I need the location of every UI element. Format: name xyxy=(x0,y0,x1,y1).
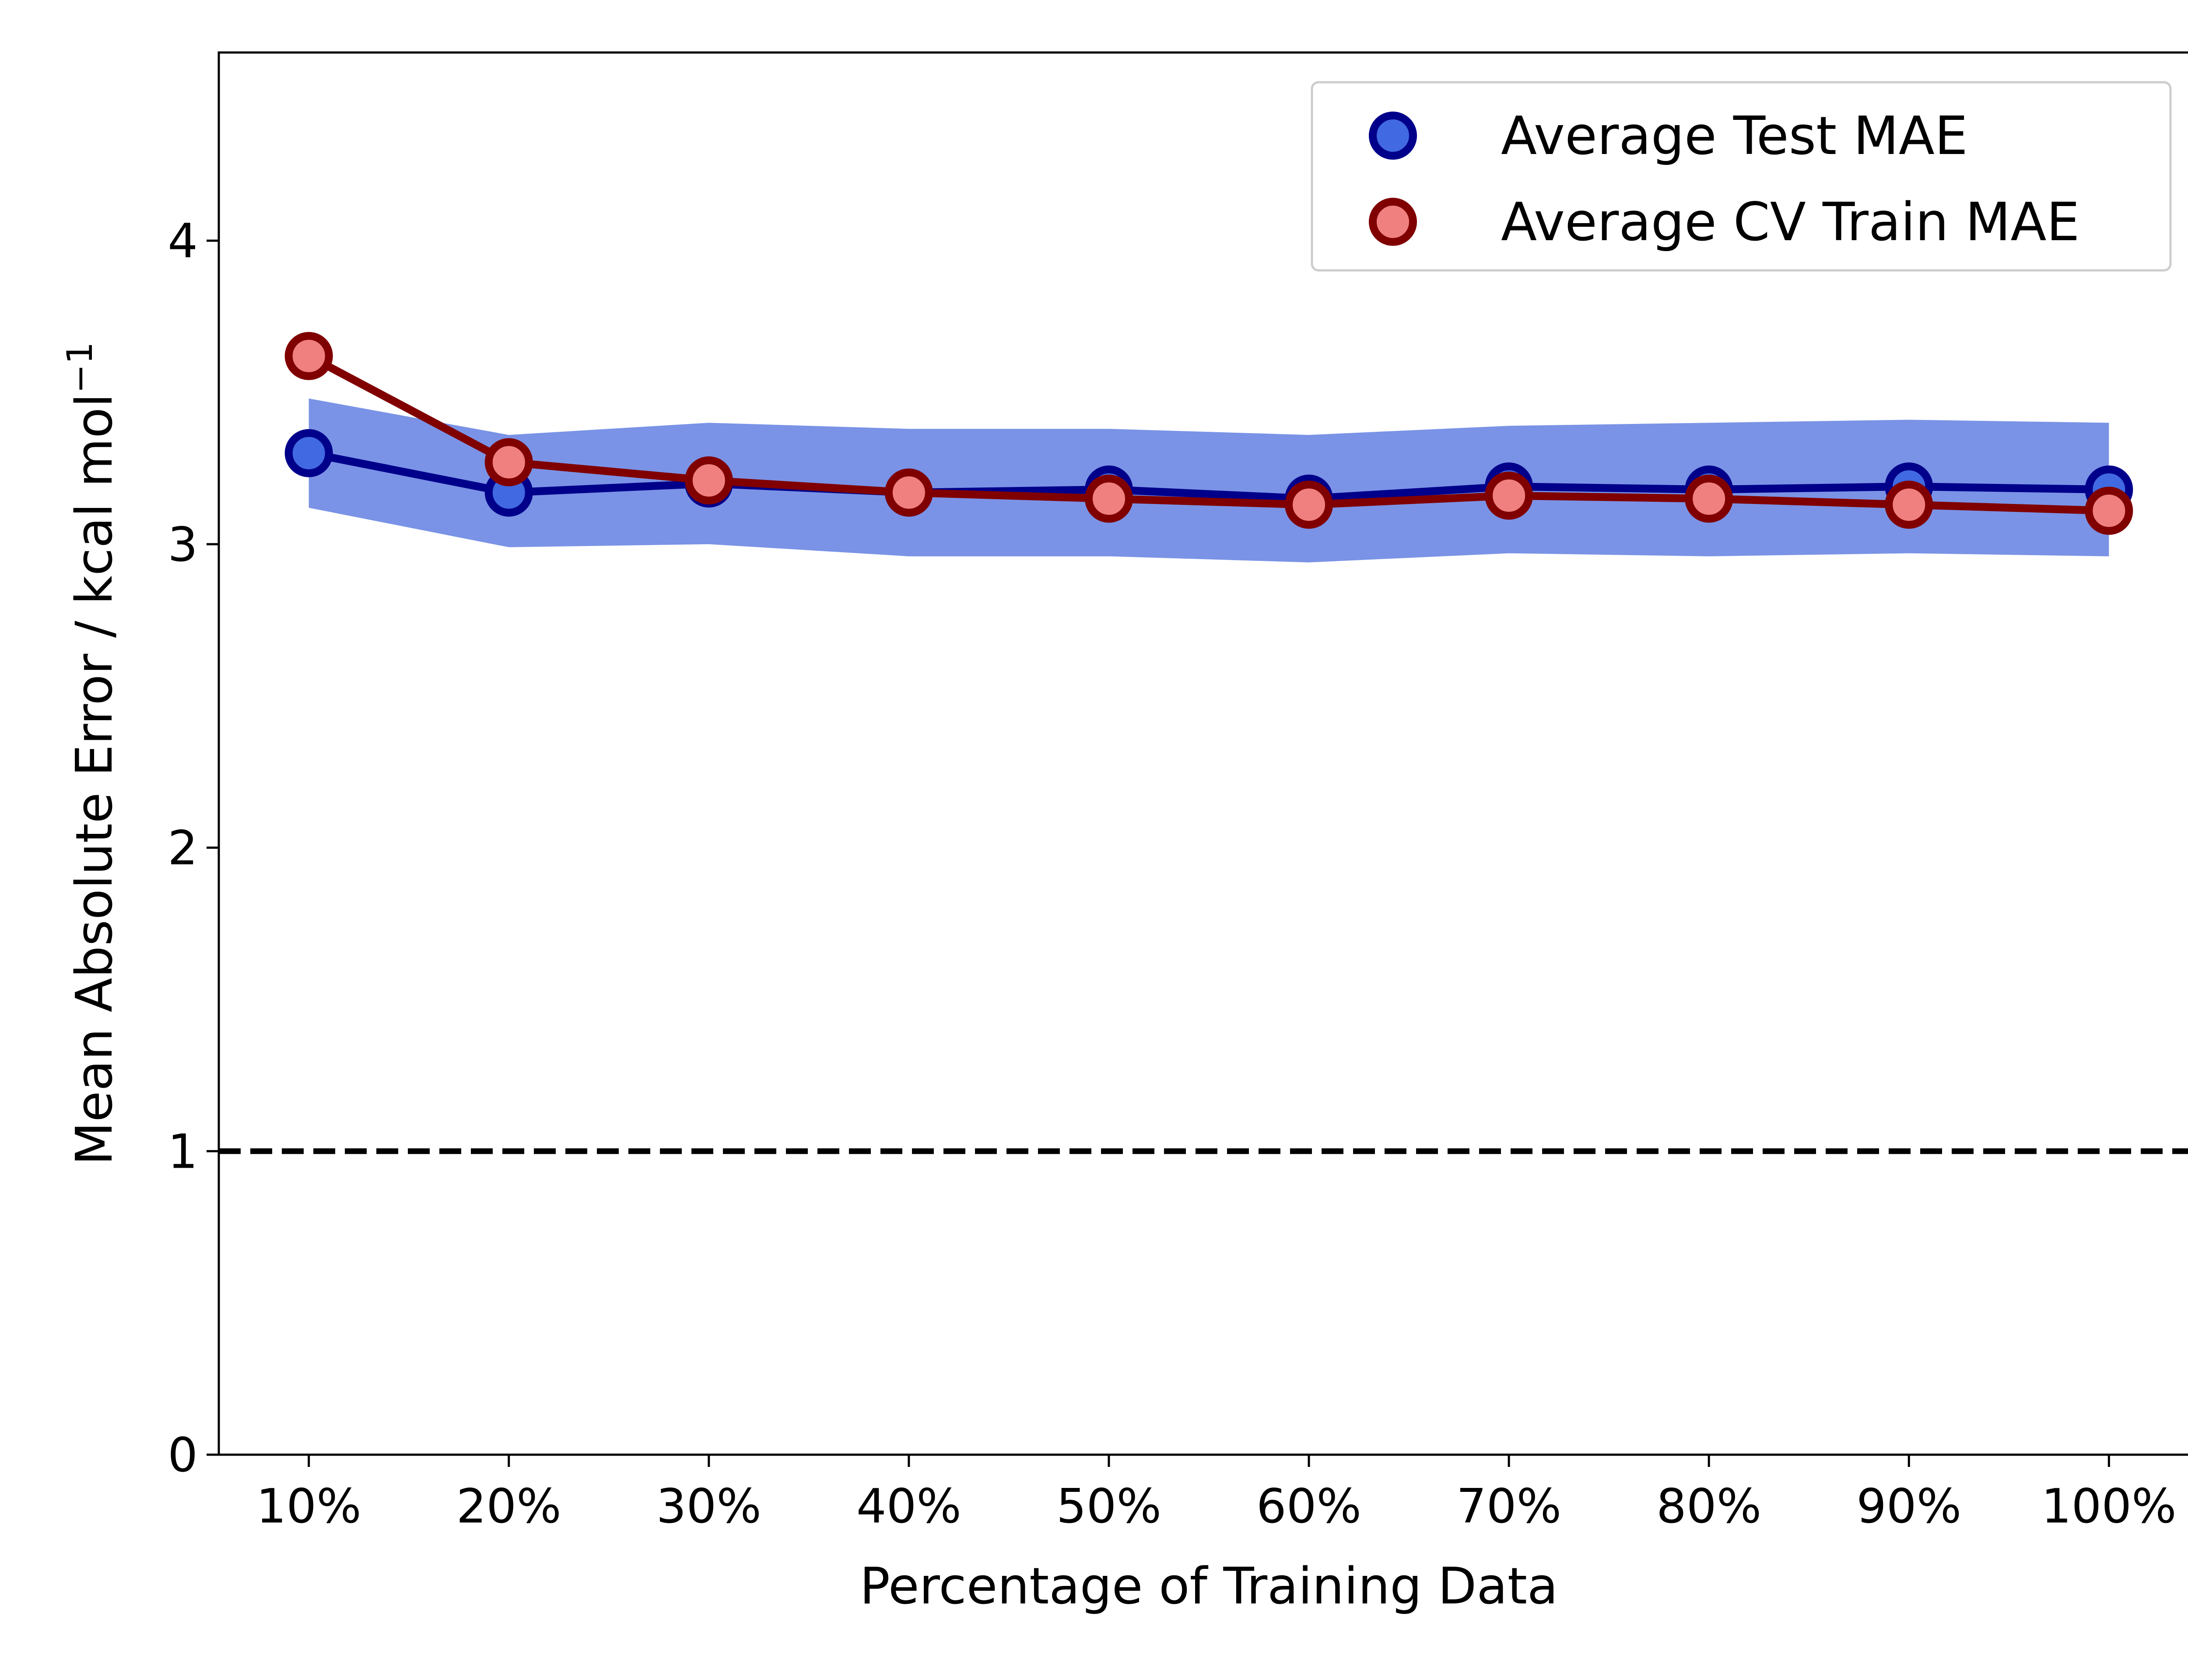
y-tick-label-2: 2 xyxy=(168,821,198,876)
y-axis-label: Mean Absolute Error / kcal mol−1 xyxy=(60,342,124,1165)
y-tick-label-3: 3 xyxy=(168,518,198,572)
series-1-point-1 xyxy=(484,438,533,486)
y-axis-label-text: Mean Absolute Error / kcal mol xyxy=(65,393,124,1165)
series-1-point-2 xyxy=(684,456,733,505)
series-1 xyxy=(284,332,2133,535)
series-1-point-4 xyxy=(1084,474,1133,523)
x-tick-label-3: 40% xyxy=(856,1479,961,1534)
series-line-0 xyxy=(308,449,2109,503)
series-1-point-9 xyxy=(2085,486,2133,535)
x-tick-label-7: 80% xyxy=(1656,1479,1761,1534)
x-tick-label-5: 60% xyxy=(1256,1479,1361,1534)
x-tick-label-4: 50% xyxy=(1056,1479,1161,1534)
y-tick-label-1: 1 xyxy=(168,1124,198,1179)
y-tick-label-0: 0 xyxy=(168,1428,198,1483)
x-axis-label: Percentage of Training Data xyxy=(860,1557,1558,1616)
series-1-point-7 xyxy=(1685,474,1733,523)
x-tick-label-8: 90% xyxy=(1856,1479,1961,1534)
series-0-point-0 xyxy=(284,429,333,477)
x-tick-label-9: 100% xyxy=(2041,1479,2177,1534)
legend-label-train: Average CV Train MAE xyxy=(1501,192,2079,253)
legend-marker-train xyxy=(1369,198,1417,246)
series-1-point-8 xyxy=(1885,480,1933,529)
test-mae-error-band xyxy=(309,398,2109,563)
x-tick-label-1: 20% xyxy=(456,1479,561,1534)
series-layer xyxy=(284,332,2133,535)
legend-marker-test xyxy=(1369,112,1417,160)
x-axis-ticks: 10% 20% 30% 40% 50% 60% 70% 80% 90% 100% xyxy=(256,1455,2177,1534)
series-1-point-5 xyxy=(1285,480,1333,529)
series-1-point-0 xyxy=(284,332,333,380)
error-band-layer xyxy=(309,398,2109,563)
x-tick-label-6: 70% xyxy=(1456,1479,1561,1534)
series-1-point-3 xyxy=(884,468,933,517)
y-tick-label-4: 4 xyxy=(168,214,198,269)
legend: Average Test MAE Average CV Train MAE xyxy=(1311,81,2172,272)
series-1-point-6 xyxy=(1485,471,1533,520)
x-tick-label-0: 10% xyxy=(256,1479,361,1534)
series-line-1 xyxy=(307,352,2109,515)
y-axis-label-superscript: −1 xyxy=(60,342,100,393)
x-tick-label-2: 30% xyxy=(656,1479,761,1534)
legend-label-test: Average Test MAE xyxy=(1501,106,1968,167)
legend-box xyxy=(1311,81,2172,272)
y-axis-ticks: 0 1 2 3 4 xyxy=(168,214,219,1483)
plot-frame xyxy=(217,51,2188,1456)
